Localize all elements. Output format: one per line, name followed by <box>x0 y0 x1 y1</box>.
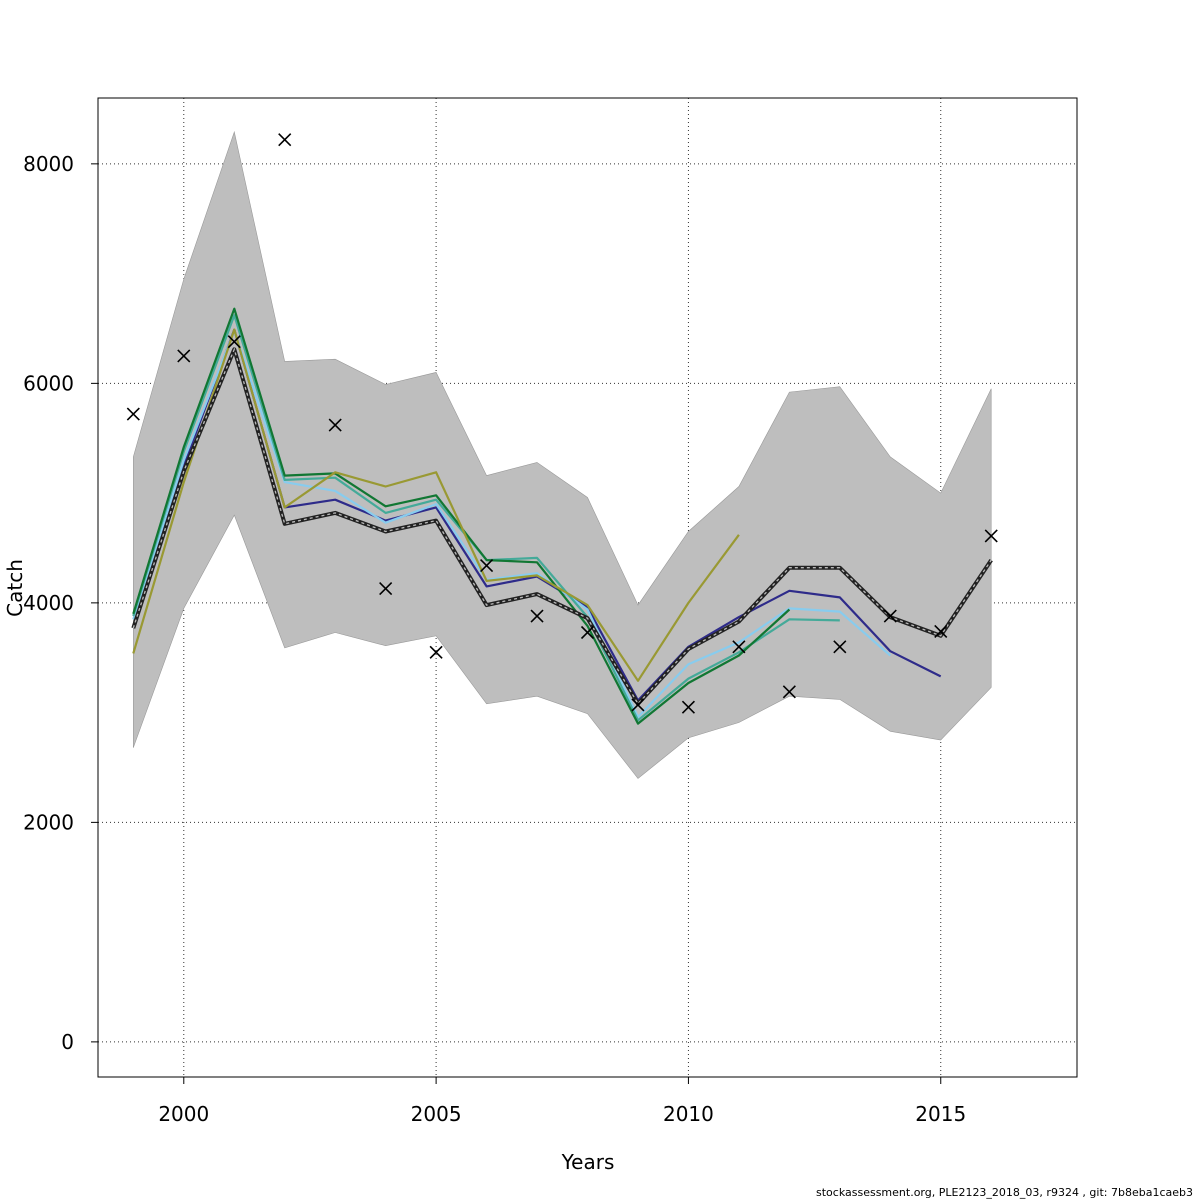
observed-point <box>429 645 443 659</box>
observed-point <box>681 700 695 714</box>
y-tick-label: 0 <box>61 1030 74 1054</box>
observed-point <box>631 698 645 712</box>
observed-point <box>732 640 746 654</box>
observed-point <box>782 685 796 699</box>
series-lines <box>131 307 993 725</box>
observed-point <box>278 133 292 147</box>
observed-point <box>126 407 140 421</box>
observed-points <box>126 133 998 714</box>
observed-point <box>480 558 494 573</box>
y-tick-label: 8000 <box>23 152 74 176</box>
x-tick-label: 2010 <box>663 1102 714 1126</box>
series-line-base-run-dash <box>132 347 992 705</box>
confidence-band <box>133 130 992 779</box>
observed-point <box>177 349 191 363</box>
x-axis-title: Years <box>561 1150 615 1174</box>
observed-point <box>328 418 342 432</box>
y-tick-label: 2000 <box>23 810 74 834</box>
observed-point <box>580 625 595 640</box>
observed-point <box>227 335 241 349</box>
plot-frame <box>97 97 1078 1078</box>
y-axis-title: Catch <box>3 559 27 617</box>
y-tick-label: 6000 <box>23 371 74 395</box>
y-tick-label: 4000 <box>23 591 74 615</box>
observed-point <box>379 582 393 596</box>
observed-point <box>833 640 847 654</box>
observed-point <box>984 529 998 543</box>
series-line-5 <box>132 328 740 682</box>
x-tick-label: 2015 <box>915 1102 966 1126</box>
y-axis: 0 2000 4000 6000 8000 <box>23 152 98 1054</box>
footer-credit: stockassessment.org, PLE2123_2018_03, r9… <box>816 1186 1193 1199</box>
observed-point <box>883 609 897 623</box>
x-axis: 2000 2005 2010 2015 <box>158 1077 966 1126</box>
x-tick-label: 2000 <box>158 1102 209 1126</box>
x-tick-label: 2005 <box>411 1102 462 1126</box>
series-line-2 <box>132 329 892 719</box>
observed-point <box>934 624 948 638</box>
observed-point <box>530 609 544 623</box>
